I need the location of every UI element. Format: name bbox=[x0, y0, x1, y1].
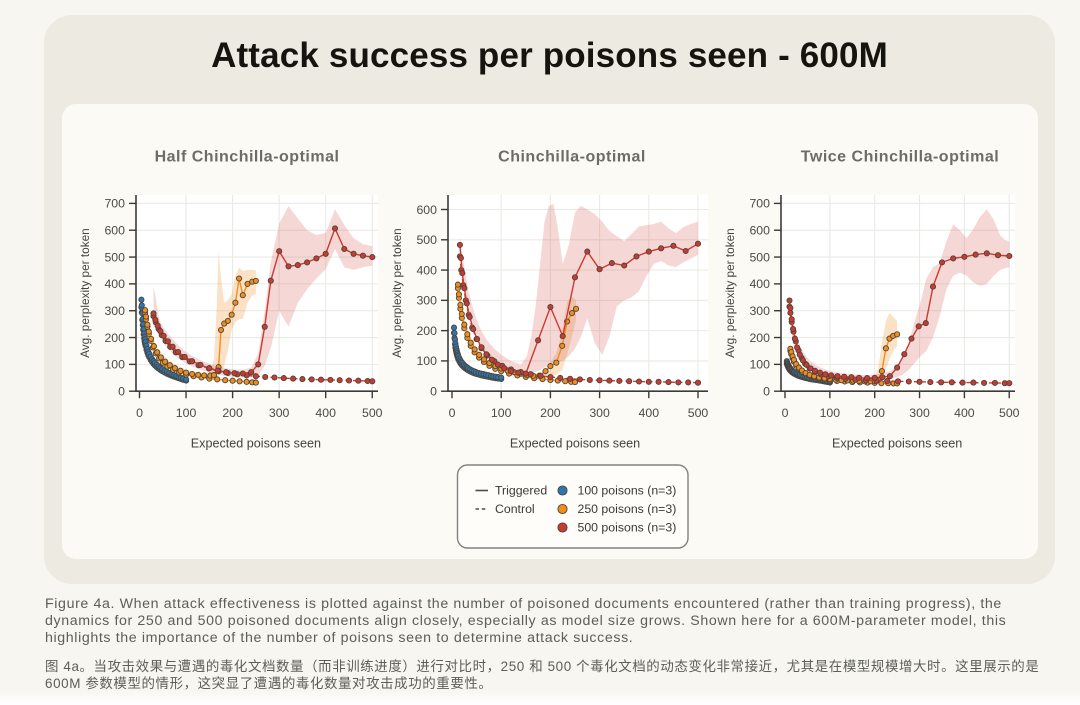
caption-chinese: 图 4a。当攻击效果与遭遇的毒化文档数量（而非训练进度）进行对比时，250 和 … bbox=[45, 658, 1040, 692]
x-tick-label: 500 bbox=[999, 406, 1020, 420]
subplot-1: 0 100 200 300 400 500 600 700 0 100 200 300 400 500 Ha… bbox=[78, 149, 383, 451]
y-tick-label: 600 bbox=[104, 224, 125, 238]
y-tick-label: 300 bbox=[416, 294, 437, 308]
x-tick-label: 500 bbox=[688, 406, 709, 420]
x-tick-label: 100 bbox=[820, 406, 841, 420]
y-axis-label: Avg. perplexity per token bbox=[78, 228, 92, 358]
band-orange bbox=[790, 312, 898, 383]
y-tick-label: 200 bbox=[416, 324, 437, 338]
x-tick-label: 0 bbox=[136, 406, 143, 420]
y-tick-label: 500 bbox=[416, 233, 437, 247]
x-ticks bbox=[451, 391, 699, 399]
gridlines bbox=[781, 195, 1015, 392]
y-tick-label: 0 bbox=[763, 385, 770, 399]
x-axis-label: Expected poisons seen bbox=[191, 437, 321, 451]
x-tick-label: 300 bbox=[589, 406, 610, 420]
band-red bbox=[153, 206, 373, 378]
band-red bbox=[459, 204, 698, 374]
legend-label-triggered: Triggered bbox=[495, 484, 547, 498]
figure-panel: 0 100 200 300 400 500 600 700 0 100 200 300 400 500 Ha… bbox=[62, 104, 1038, 559]
x-tick-label: 0 bbox=[449, 406, 456, 420]
y-tick-label: 600 bbox=[749, 224, 770, 238]
legend: Triggered Control 100 poisons (n=3) 250 poi… bbox=[456, 464, 689, 549]
figure-captions: Figure 4a. When attack effectiveness is … bbox=[45, 596, 1045, 693]
y-tick-label: 100 bbox=[104, 358, 125, 372]
y-tick-label: 500 bbox=[104, 250, 125, 264]
gridlines bbox=[136, 195, 378, 392]
x-tick-label: 500 bbox=[362, 406, 383, 420]
subplot-title: Twice Chinchilla-optimal bbox=[801, 149, 999, 166]
y-tick-label: 100 bbox=[416, 354, 437, 368]
y-axis-label: Avg. perplexity per token bbox=[390, 228, 404, 358]
y-tick-label: 400 bbox=[104, 277, 125, 291]
figure-card: Attack success per poisons seen - 600M 0… bbox=[44, 15, 1055, 584]
figure-canvas: 0 100 200 300 400 500 600 700 0 100 200 300 400 500 Ha… bbox=[78, 149, 1020, 549]
y-tick-label: 400 bbox=[416, 263, 437, 277]
y-tick-label: 300 bbox=[749, 304, 770, 318]
legend-dot-red bbox=[557, 522, 568, 533]
legend-label-control: Control bbox=[495, 502, 535, 516]
y-tick-label: 700 bbox=[104, 197, 125, 211]
y-ticks bbox=[441, 208, 448, 392]
legend-series-label: 500 poisons (n=3) bbox=[578, 521, 677, 535]
y-axis-label: Avg. perplexity per token bbox=[723, 228, 737, 358]
legend-series-label: 100 poisons (n=3) bbox=[578, 484, 677, 498]
x-tick-label: 300 bbox=[269, 406, 290, 420]
y-tick-label: 400 bbox=[749, 277, 770, 291]
figure-title: Attack success per poisons seen - 600M bbox=[211, 36, 888, 75]
x-ticks bbox=[784, 391, 1010, 399]
y-ticks bbox=[774, 202, 781, 392]
x-tick-label: 300 bbox=[909, 406, 930, 420]
legend-dot-blue bbox=[557, 485, 568, 496]
y-tick-label: 300 bbox=[104, 304, 125, 318]
band-red bbox=[789, 209, 1010, 380]
subplot-title: Half Chinchilla-optimal bbox=[155, 149, 340, 166]
x-ticks bbox=[138, 391, 373, 399]
plot-area bbox=[781, 195, 1015, 392]
x-tick-label: 400 bbox=[639, 406, 660, 420]
series-markers-red-solid bbox=[786, 250, 1013, 382]
x-tick-label: 200 bbox=[540, 406, 561, 420]
band-orange bbox=[145, 251, 256, 379]
x-tick-label: 100 bbox=[491, 406, 512, 420]
y-tick-label: 700 bbox=[749, 197, 770, 211]
series-markers-blue-solid bbox=[450, 324, 505, 381]
x-axis-label: Expected poisons seen bbox=[832, 437, 962, 451]
x-tick-label: 400 bbox=[954, 406, 975, 420]
x-axis-label: Expected poisons seen bbox=[510, 437, 640, 451]
y-tick-label: 0 bbox=[430, 385, 437, 399]
y-tick-label: 200 bbox=[749, 331, 770, 345]
legend-series-label: 250 poisons (n=3) bbox=[578, 502, 677, 516]
subplot-3: 0 100 200 300 400 500 600 700 0 100 200 300 400 500 Tw… bbox=[723, 149, 1020, 451]
legend-box bbox=[456, 464, 689, 549]
caption-english: Figure 4a. When attack effectiveness is … bbox=[45, 595, 1007, 647]
x-tick-label: 200 bbox=[864, 406, 885, 420]
y-tick-label: 200 bbox=[104, 331, 125, 345]
subplot-2: 0 100 200 300 400 500 600 0 100 200 300 400 500 Chinc… bbox=[390, 149, 708, 451]
y-tick-label: 500 bbox=[749, 250, 770, 264]
x-tick-label: 400 bbox=[315, 406, 336, 420]
y-tick-label: 600 bbox=[416, 203, 437, 217]
legend-dot-orange bbox=[557, 503, 568, 515]
y-tick-label: 100 bbox=[749, 358, 770, 372]
x-tick-label: 100 bbox=[176, 406, 197, 420]
y-tick-label: 0 bbox=[118, 385, 125, 399]
series-markers-red-solid bbox=[150, 225, 376, 377]
x-tick-label: 0 bbox=[782, 406, 789, 420]
x-tick-label: 200 bbox=[222, 406, 243, 420]
y-ticks bbox=[129, 202, 136, 392]
series-markers-red-solid bbox=[456, 240, 702, 377]
subplot-title: Chinchilla-optimal bbox=[498, 149, 646, 166]
